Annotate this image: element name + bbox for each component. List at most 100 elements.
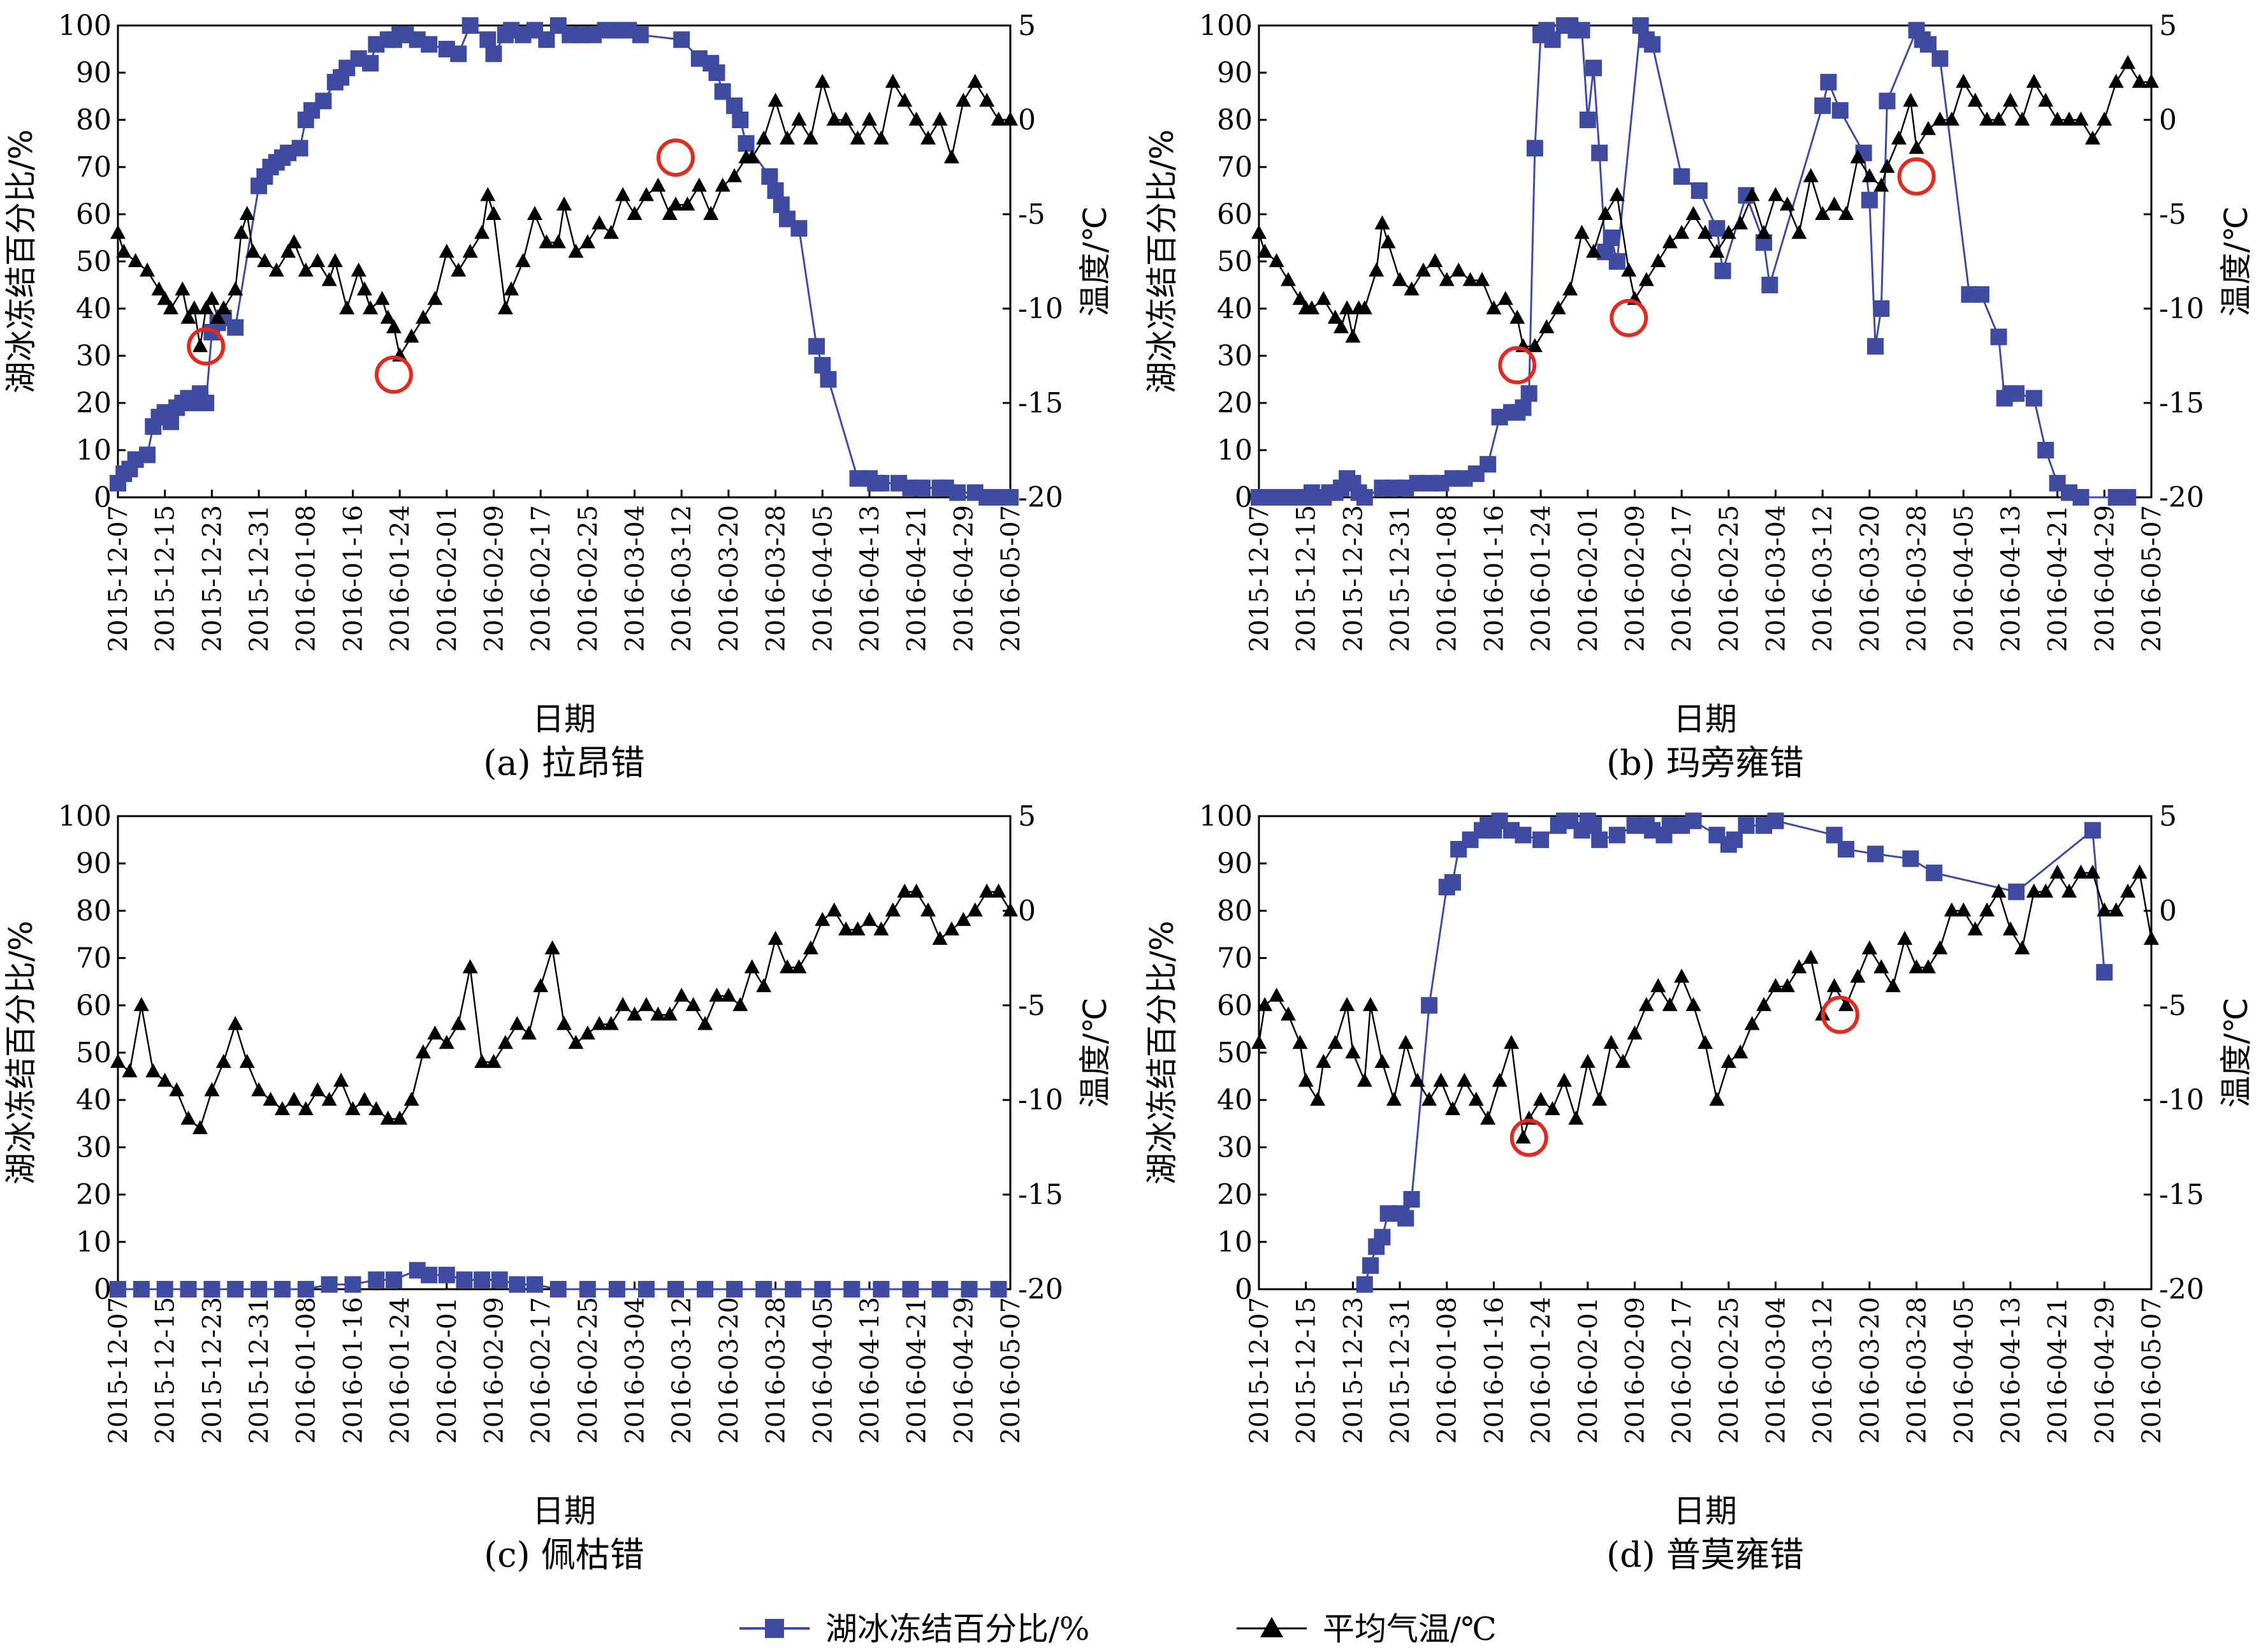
panel-caption: (c) 佩枯错 [484,1535,644,1575]
xtick-label: 2016-03-04 [1762,1297,1791,1444]
ice-point [1608,253,1625,270]
ice-point [1714,262,1731,279]
ice-point [509,1276,526,1293]
ice-point [251,1281,268,1297]
temp-point [780,959,795,974]
y2tick-label: 0 [2159,104,2177,136]
xtick-label: 2016-02-17 [527,1297,556,1444]
ice-point [1644,36,1661,53]
ice-point [726,97,743,114]
temp-point [1509,309,1525,324]
ice-point [902,1281,919,1297]
temp-point [592,1016,607,1030]
xtick-label: 2015-12-31 [1386,505,1415,652]
temp-point [767,92,783,107]
temp-point [662,1006,678,1021]
xtick-label: 2016-02-25 [1715,1297,1744,1444]
temp-point [1838,206,1854,220]
temp-point [568,244,584,258]
xtick-label: 2016-04-21 [903,505,932,652]
xtick-label: 2016-03-28 [1903,505,1932,652]
ice-point [2025,390,2042,407]
temp-point [415,309,431,324]
temp-point [1268,253,1284,267]
temp-point [1709,244,1725,258]
temp-point [1486,300,1502,314]
ytick-label: 10 [1217,1226,1253,1259]
ice-point [949,484,966,501]
xtick-label: 2015-12-23 [1339,1297,1368,1444]
temp-point [486,206,502,220]
temp-point [1638,272,1654,286]
ice-point [549,1281,567,1297]
temp-point [1991,883,2007,898]
panel-d: 0 10 20 30 40 50 60 70 80 90 100 -20 -15 -10 -5 0 5 2015-… [1144,800,2255,1575]
xtick-label: 2016-03-20 [1856,1297,1885,1444]
xtick-label: 2016-02-25 [574,505,603,652]
temp-point [363,300,379,314]
temp-point [486,1053,502,1068]
legend-ice-label: 湖冰冻结百分比/% [825,1611,1089,1648]
temp-point [568,1035,584,1049]
temp-point [1356,300,1372,314]
ice-point [820,371,837,388]
ice-point [1585,59,1602,77]
temp-point [715,177,731,192]
ice-point [755,1281,773,1297]
xtick-label: 2016-04-13 [1996,505,2026,652]
temp-point [991,883,1007,898]
temp-point [1932,940,1948,954]
ice-point [1573,22,1590,39]
temp-point [1979,112,1995,126]
temp-point [1744,187,1760,201]
temp-point [1550,300,1566,314]
ytick-label: 80 [76,104,112,136]
temp-point [509,1016,525,1030]
temp-point [2073,865,2089,879]
xtick-label: 2016-03-04 [621,1297,650,1444]
temp-point [1638,997,1654,1011]
temp-point [1374,215,1390,230]
temp-point [298,262,314,277]
temp-point [1492,1072,1508,1087]
temp-point [1720,1053,1736,1068]
ytick-label: 0 [1235,481,1253,514]
temp-point [1374,1053,1390,1068]
temp-point [1281,272,1297,286]
temp-point [668,196,683,211]
xtick-label: 2015-12-23 [198,505,227,652]
temp-point [333,1072,349,1087]
ice-point [738,135,755,152]
xlabel: 日期 [532,701,596,738]
xtick-label: 2016-01-16 [1479,1297,1509,1444]
temp-point [791,112,807,126]
y2tick-label: 5 [1018,10,1036,42]
temp-point [2084,130,2100,145]
temp-point [627,206,643,220]
ylabel-left: 湖冰冻结百分比/% [3,921,40,1185]
ice-point [203,1281,221,1297]
temp-point [1967,92,1983,107]
temp-point [2144,73,2159,88]
xtick-label: 2015-12-07 [104,505,133,652]
ytick-label: 40 [76,293,112,325]
ice-point [385,1271,402,1289]
ice-point [732,112,749,128]
temp-point [1897,930,1913,945]
ice-point [1861,191,1878,208]
ytick-label: 90 [76,847,112,880]
temp-point [556,1016,572,1030]
ice-point [1726,831,1743,849]
ylabel-right: 温度/℃ [2218,207,2255,317]
temp-point [356,281,372,296]
xtick-label: 2016-03-28 [1903,1297,1932,1444]
ice-point [1520,385,1537,402]
temp-point [1292,1035,1308,1049]
xtick-label: 2016-04-05 [808,1297,838,1444]
temp-point [826,902,842,917]
temp-point [2132,73,2148,88]
y2tick-label: 5 [2159,800,2177,833]
temp-point [521,1025,537,1040]
ice-point [1585,817,1602,834]
ice-point [2096,963,2113,981]
